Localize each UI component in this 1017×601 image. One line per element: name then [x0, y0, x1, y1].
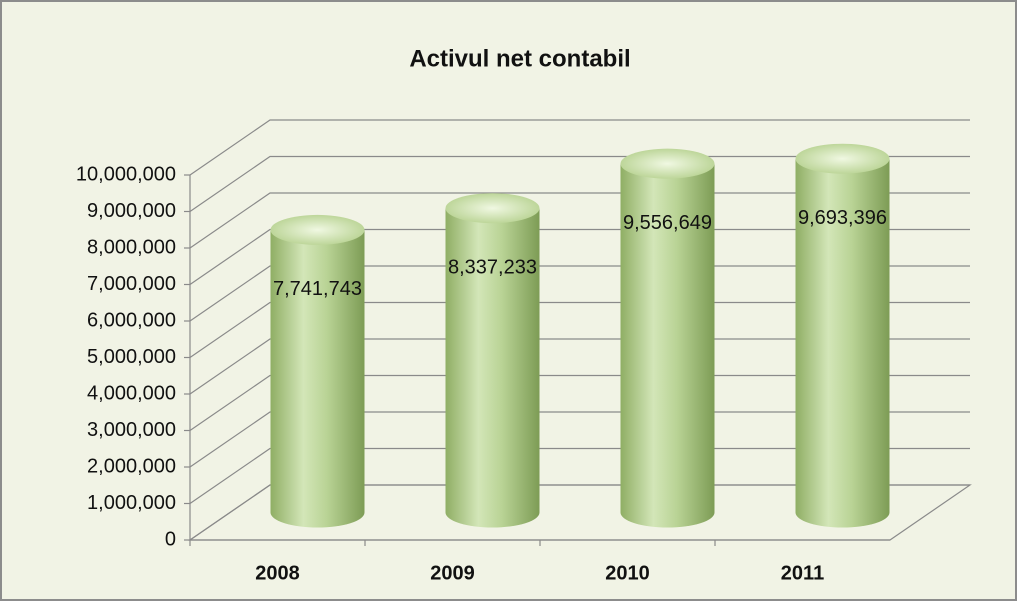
y-tick-label: 7,000,000: [87, 273, 176, 295]
grid-line: [189, 228, 970, 285]
bar-top: [795, 143, 890, 174]
grid-line: [189, 301, 970, 358]
value-label: 9,693,396: [798, 207, 887, 229]
bar: [445, 193, 540, 528]
bar-body: [445, 208, 540, 528]
x-tick-label: 2008: [255, 562, 300, 584]
bar: [620, 148, 715, 528]
grid-line: [189, 192, 970, 249]
x-tick-label: 2009: [430, 562, 475, 584]
grid-line: [189, 374, 970, 431]
bar: [270, 214, 365, 528]
grid-line: [189, 447, 970, 504]
bar-top: [445, 193, 540, 224]
bar-top: [270, 214, 365, 245]
grid-line: [189, 119, 970, 176]
y-tick-label: 8,000,000: [87, 236, 176, 258]
y-tick-label: 4,000,000: [87, 382, 176, 404]
y-tick-label: 10,000,000: [76, 163, 176, 185]
chart-title: Activul net contabil: [409, 45, 630, 72]
bar-body: [795, 158, 890, 528]
y-tick-label: 5,000,000: [87, 346, 176, 368]
value-label: 7,741,743: [273, 278, 362, 300]
y-tick-label: 3,000,000: [87, 419, 176, 441]
grid-line: [189, 265, 970, 322]
x-tick-label: 2011: [781, 562, 824, 584]
y-tick-label: 9,000,000: [87, 200, 176, 222]
bar: [795, 143, 890, 528]
bar-body: [270, 229, 365, 528]
value-label: 8,337,233: [448, 256, 537, 278]
value-label: 9,556,649: [623, 212, 712, 234]
y-tick-label: 2,000,000: [87, 455, 176, 477]
y-tick-label: 6,000,000: [87, 309, 176, 331]
bar-body: [620, 163, 715, 528]
grid-line: [189, 484, 970, 541]
grid-line: [189, 155, 970, 212]
bar-top: [620, 148, 715, 179]
y-tick-label: 0: [165, 528, 176, 550]
grid-line: [189, 411, 970, 468]
x-tick-label: 2010: [605, 562, 650, 584]
y-tick-label: 1,000,000: [87, 492, 176, 514]
grid-line: [189, 338, 970, 395]
